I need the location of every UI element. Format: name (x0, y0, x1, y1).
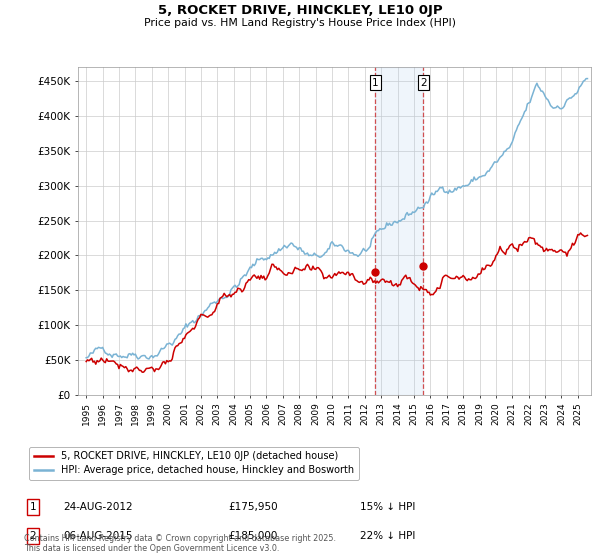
Text: 24-AUG-2012: 24-AUG-2012 (63, 502, 133, 512)
Legend: 5, ROCKET DRIVE, HINCKLEY, LE10 0JP (detached house), HPI: Average price, detach: 5, ROCKET DRIVE, HINCKLEY, LE10 0JP (det… (29, 446, 359, 480)
Text: 2: 2 (420, 77, 427, 87)
Text: £185,000: £185,000 (228, 531, 277, 541)
Text: Price paid vs. HM Land Registry's House Price Index (HPI): Price paid vs. HM Land Registry's House … (144, 18, 456, 28)
Text: £175,950: £175,950 (228, 502, 278, 512)
Text: Contains HM Land Registry data © Crown copyright and database right 2025.
This d: Contains HM Land Registry data © Crown c… (24, 534, 336, 553)
Text: 2: 2 (29, 531, 37, 541)
Text: 06-AUG-2015: 06-AUG-2015 (63, 531, 133, 541)
Text: 5, ROCKET DRIVE, HINCKLEY, LE10 0JP: 5, ROCKET DRIVE, HINCKLEY, LE10 0JP (158, 4, 442, 17)
Text: 1: 1 (372, 77, 379, 87)
Text: 15% ↓ HPI: 15% ↓ HPI (360, 502, 415, 512)
Text: 1: 1 (29, 502, 37, 512)
Text: 22% ↓ HPI: 22% ↓ HPI (360, 531, 415, 541)
Bar (376, 67, 424, 395)
